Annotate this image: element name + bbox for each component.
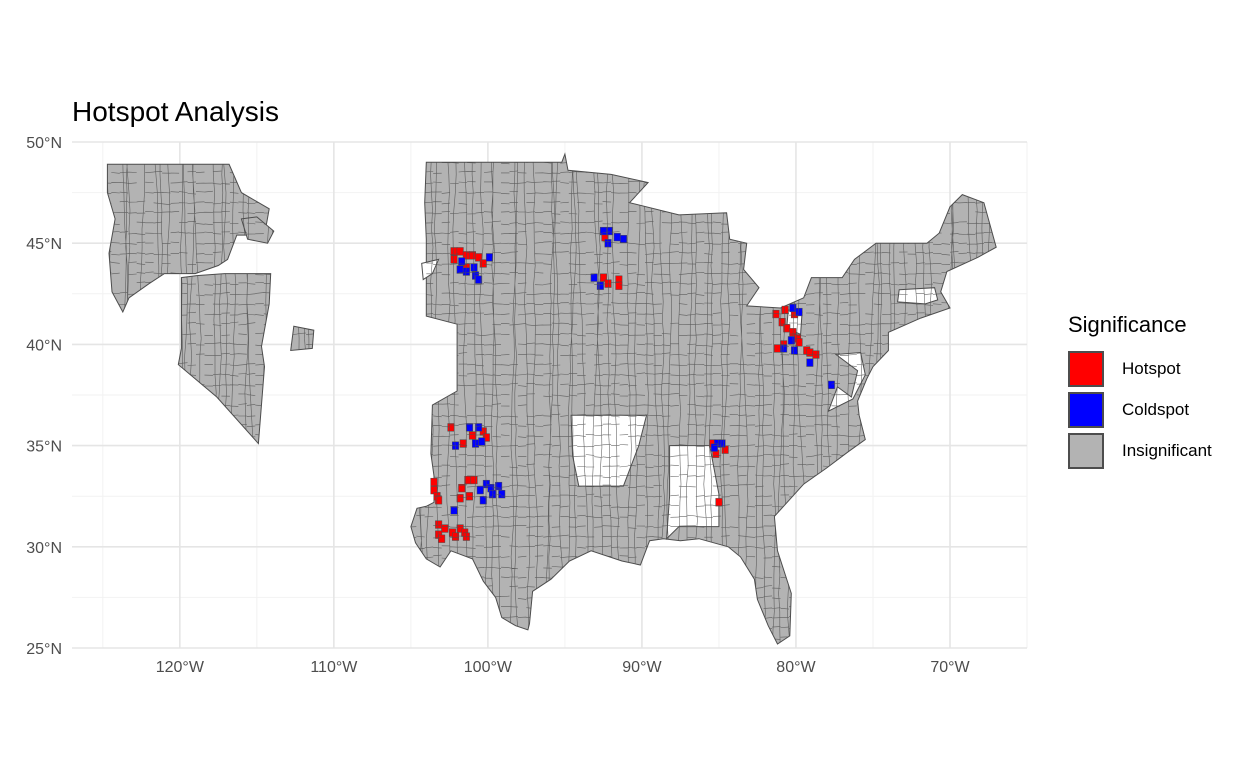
y-tick-label: 50°N: [26, 135, 62, 152]
coldspot-cell: [596, 281, 604, 290]
axis-labels: 120°W 110°W 100°W 90°W 80°W 70°W 25°N 30°N 35°N 4…: [26, 135, 970, 676]
y-tick-label: 45°N: [26, 236, 62, 253]
x-tick-label: 120°W: [156, 659, 205, 676]
coldspot-cell: [827, 380, 835, 389]
x-tick-label: 80°W: [776, 659, 816, 676]
hotspot-cell: [715, 498, 723, 507]
legend-label-coldspot: Coldspot: [1122, 399, 1190, 419]
coldspot-cell: [475, 423, 483, 432]
hotspot-cell: [450, 255, 458, 264]
hotspot-cell: [468, 251, 476, 260]
coldspot-cell: [485, 253, 493, 262]
hotspot-cell: [615, 281, 623, 290]
hotspot-cell: [452, 532, 460, 541]
coldspot-cell: [498, 490, 506, 499]
coldspot-cell: [450, 506, 458, 515]
legend-key-coldspot: [1068, 391, 1104, 428]
region-east-us: [410, 152, 997, 645]
region-nevada: [177, 273, 272, 445]
x-tick-label: 110°W: [310, 659, 358, 676]
coldspot-cell: [495, 481, 503, 491]
legend-label-insignificant: Insignificant: [1122, 440, 1212, 460]
region-idaho-fragment: [240, 216, 275, 244]
legend-item-hotspot: Hotspot: [1068, 348, 1212, 389]
hotspot-cell: [430, 477, 438, 487]
hotspot-cell: [468, 431, 476, 440]
x-tick-label: 70°W: [930, 659, 970, 676]
hotspot-cell: [795, 338, 803, 347]
x-tick-label: 100°W: [464, 659, 513, 676]
legend-key-insignificant: [1068, 432, 1104, 469]
coldspot-cell: [787, 336, 795, 345]
legend: Significance Hotspot Coldspot Insignific…: [1068, 312, 1212, 471]
legend-label-hotspot: Hotspot: [1122, 358, 1181, 378]
coldspot-cell: [795, 307, 803, 317]
water-chesapeake-gap: [827, 351, 866, 413]
coldspot-cell: [710, 443, 718, 452]
coldspot-cell: [619, 235, 627, 244]
hotspot-cell: [599, 273, 607, 282]
y-tick-label: 30°N: [26, 540, 62, 557]
hotspot-cell: [773, 344, 781, 353]
y-tick-label: 35°N: [26, 439, 62, 456]
water-massachusetts-gap: [897, 287, 939, 305]
hotspot-cell: [435, 520, 443, 529]
coldspot-cell: [475, 275, 483, 284]
hotspot-cell: [470, 475, 478, 485]
legend-title: Significance: [1068, 312, 1187, 337]
region-utah-fragment: [290, 325, 315, 352]
county-regions: [106, 152, 997, 645]
hotspot-cell: [435, 496, 443, 505]
coldspot-cell: [479, 496, 487, 505]
x-tick-label: 90°W: [622, 659, 662, 676]
hotspot-cell: [778, 318, 786, 327]
legend-key-hotspot: [1068, 350, 1104, 387]
coldspot-cell: [718, 439, 726, 448]
y-tick-label: 25°N: [26, 641, 62, 658]
hotspot-cell: [438, 534, 446, 543]
legend-item-insignificant: Insignificant: [1068, 430, 1212, 471]
y-tick-label: 40°N: [26, 337, 62, 354]
legend-item-coldspot: Coldspot: [1068, 389, 1212, 430]
hotspot-cell: [781, 305, 789, 315]
coldspot-cell: [478, 437, 486, 446]
coldspot-cell: [465, 423, 473, 432]
hotspot-cell: [456, 494, 464, 503]
coldspot-cell: [790, 346, 798, 355]
hotspot-cell: [441, 524, 449, 533]
hotspot-cell: [458, 484, 466, 493]
coldspot-cell: [613, 233, 621, 242]
hotspot-cell: [459, 439, 467, 448]
coldspot-cell: [789, 303, 797, 313]
coldspot-cell: [590, 273, 598, 282]
coldspot-cell: [606, 226, 614, 236]
hotspot-cell: [806, 348, 814, 357]
hotspot-cell: [812, 350, 820, 359]
coldspot-cell: [458, 257, 466, 266]
hotspot-cell: [479, 259, 487, 268]
coldspot-cell: [476, 486, 484, 495]
chart-title: Hotspot Analysis: [72, 96, 279, 127]
coldspot-cell: [806, 358, 814, 367]
